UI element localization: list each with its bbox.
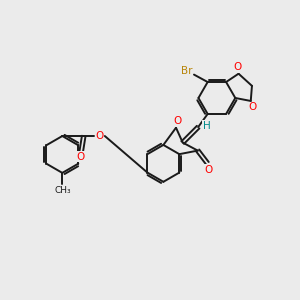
- Text: O: O: [95, 131, 104, 141]
- Text: O: O: [233, 62, 241, 72]
- Text: O: O: [76, 152, 85, 162]
- Text: O: O: [248, 103, 256, 112]
- Text: CH₃: CH₃: [54, 186, 70, 195]
- Text: H: H: [202, 121, 210, 130]
- Text: Br: Br: [181, 66, 193, 76]
- Text: O: O: [173, 116, 181, 126]
- Text: O: O: [204, 165, 213, 175]
